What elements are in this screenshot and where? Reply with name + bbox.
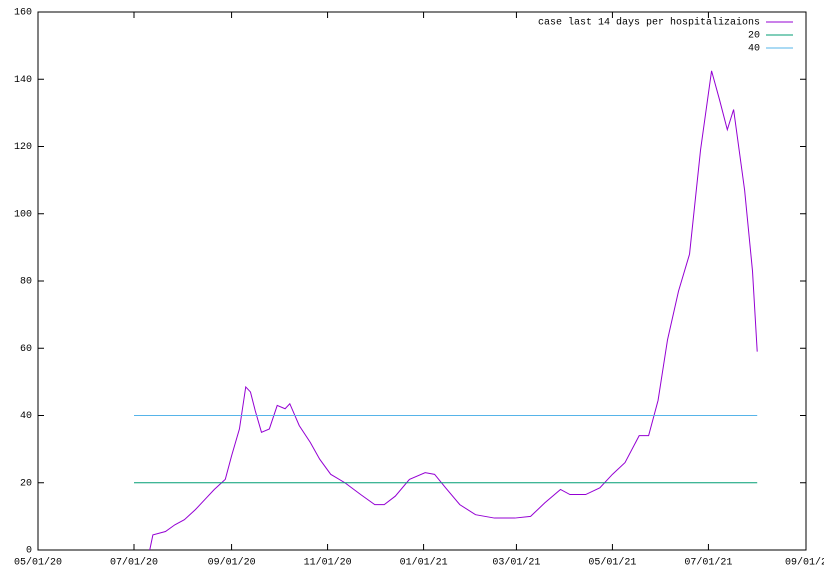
x-tick-label: 07/01/21 <box>684 557 732 569</box>
x-tick-label: 03/01/21 <box>492 557 540 569</box>
y-tick-label: 80 <box>20 277 32 288</box>
y-tick-label: 20 <box>20 478 32 489</box>
x-tick-label: 11/01/20 <box>304 557 352 569</box>
x-tick-label: 05/01/20 <box>14 557 62 569</box>
y-tick-label: 160 <box>14 8 32 19</box>
x-tick-label: 01/01/21 <box>400 557 448 569</box>
x-tick-label: 07/01/20 <box>110 557 158 569</box>
y-tick-label: 140 <box>14 75 32 86</box>
legend-label: case last 14 days per hospitalizaions <box>538 17 760 29</box>
y-tick-label: 120 <box>14 142 32 153</box>
x-tick-label: 05/01/21 <box>588 557 636 569</box>
plot-frame <box>37 11 807 551</box>
x-tick-label: 09/01/2 <box>785 557 824 569</box>
legend-label: 40 <box>748 44 760 55</box>
legend-label: 20 <box>748 31 760 42</box>
y-tick-label: 0 <box>26 546 32 557</box>
y-tick-label: 60 <box>20 344 32 355</box>
x-tick-label: 09/01/20 <box>208 557 256 569</box>
y-tick-label: 100 <box>14 209 32 220</box>
series-line <box>149 70 758 551</box>
y-tick-label: 40 <box>20 411 32 422</box>
